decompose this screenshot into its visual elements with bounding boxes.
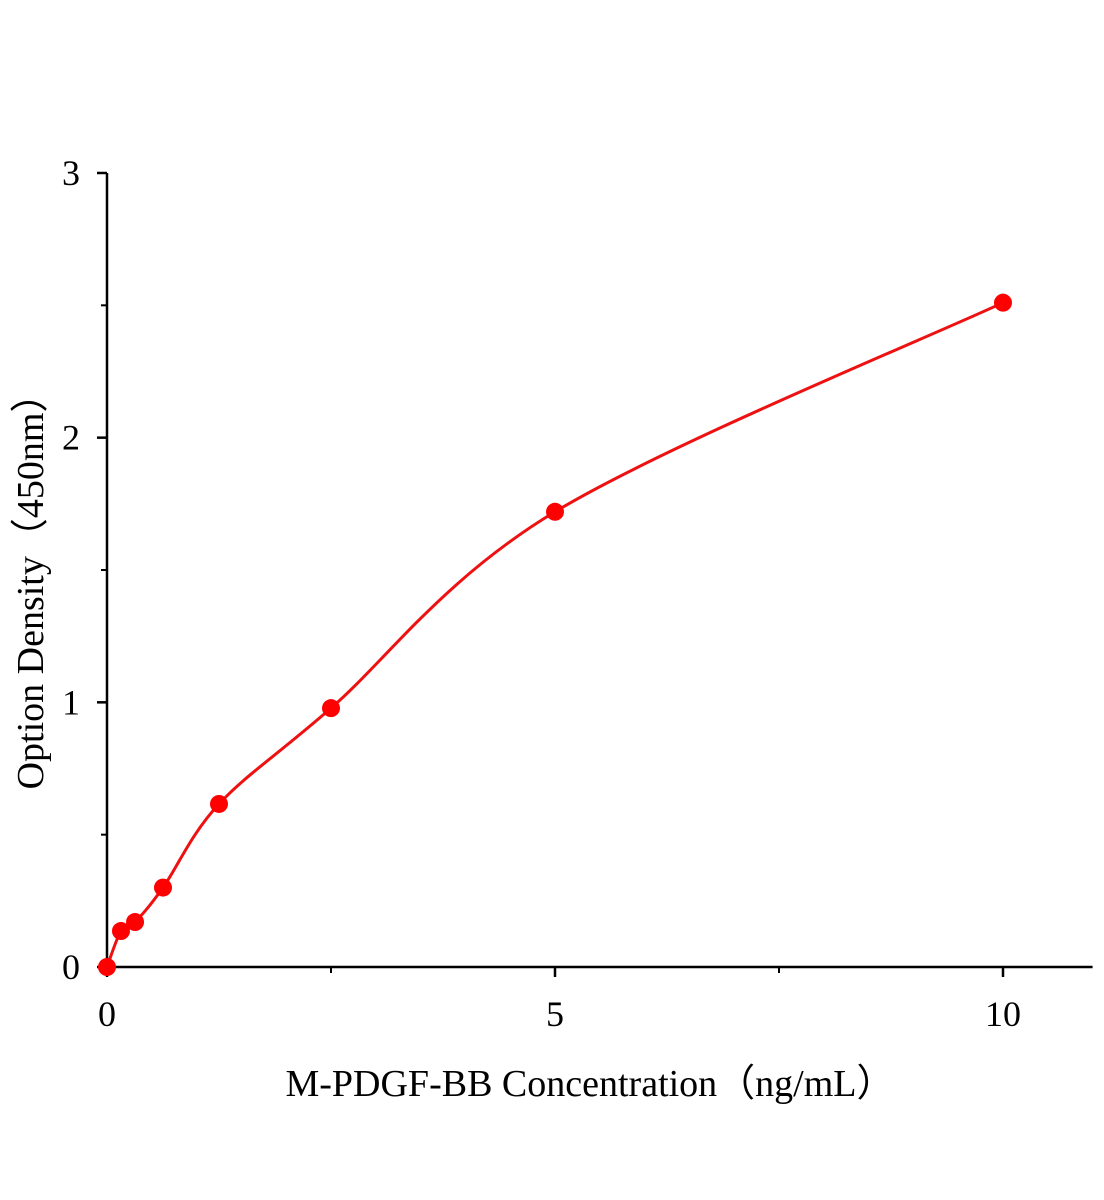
y-axis-label: Option Density（450nm） bbox=[10, 375, 52, 790]
data-point bbox=[111, 922, 130, 941]
x-tick-label: 10 bbox=[985, 994, 1021, 1034]
data-point bbox=[994, 293, 1012, 312]
y-tick-label: 0 bbox=[62, 947, 80, 987]
ticks: 0 5 10 0 1 2 3 bbox=[62, 153, 1021, 1034]
y-tick-label: 1 bbox=[62, 682, 80, 722]
fit-curve bbox=[105, 301, 1004, 968]
y-tick-label: 3 bbox=[62, 153, 80, 193]
x-tick-label: 5 bbox=[546, 994, 564, 1034]
data-point bbox=[154, 878, 172, 897]
data-point bbox=[126, 913, 145, 932]
axes bbox=[105, 172, 1093, 969]
data-point bbox=[322, 699, 340, 718]
data-point bbox=[98, 958, 116, 976]
y-tick-label: 2 bbox=[62, 418, 80, 458]
data-point bbox=[546, 502, 564, 521]
data-points bbox=[98, 293, 1012, 976]
x-axis-label: M-PDGF-BB Concentration（ng/mL） bbox=[285, 1063, 894, 1105]
data-point bbox=[210, 794, 228, 813]
x-tick-label: 0 bbox=[98, 994, 116, 1034]
